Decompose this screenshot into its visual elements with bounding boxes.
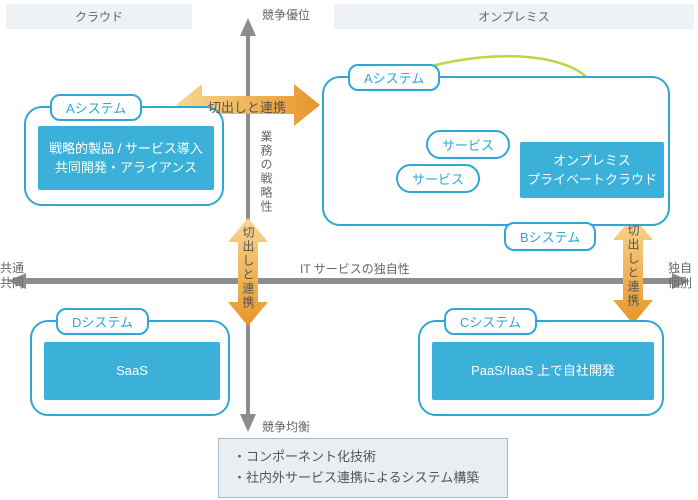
box-b-tab: Bシステム [504,222,596,251]
service-pill-2: サービス [396,164,480,193]
arrow-v2-label: 切出しと連携 [625,224,642,308]
box-a-left-tab: Aシステム [50,94,142,121]
axis-h-mid: IT サービスの独自性 [300,260,410,277]
bottom-note-l2: ・社内外サービス連携によるシステム構築 [233,468,493,489]
bottom-note: ・コンポーネント化技術 ・社内外サービス連携によるシステム構築 [218,438,508,498]
axis-left2: 共同 [0,274,24,291]
box-a-left: Aシステム 戦略的製品 / サービス導入 共同開発・アライアンス [24,106,224,206]
box-d-content: SaaS [44,342,220,400]
arrow-v1-label: 切出しと連携 [240,226,257,310]
box-c: Cシステム PaaS/IaaS 上で自社開発 [418,320,664,416]
box-d-tab: Dシステム [56,308,149,335]
axis-top-label: 競争優位 [262,6,310,23]
box-c-tab: Cシステム [444,308,537,335]
box-d: Dシステム SaaS [30,320,230,416]
box-a-left-content: 戦略的製品 / サービス導入 共同開発・アライアンス [38,126,214,190]
box-a-right-content: オンプレミス プライベートクラウド [520,142,664,198]
box-a-right-tab: Aシステム [348,64,440,91]
box-a-right: Aシステム サービス サービス オンプレミス プライベートクラウド [322,76,670,226]
diagram-stage: クラウド オンプレミス [0,0,698,500]
bottom-note-l1: ・コンポーネント化技術 [233,447,493,468]
box-c-content: PaaS/IaaS 上で自社開発 [432,342,654,400]
axis-right2: 個別 [668,274,692,291]
service-pill-1: サービス [426,130,510,159]
axis-bottom-label: 競争均衡 [262,418,310,435]
arrow-h1-label: 切出しと連携 [208,97,286,116]
axis-v-mid: 業務の戦略性 [258,130,275,214]
